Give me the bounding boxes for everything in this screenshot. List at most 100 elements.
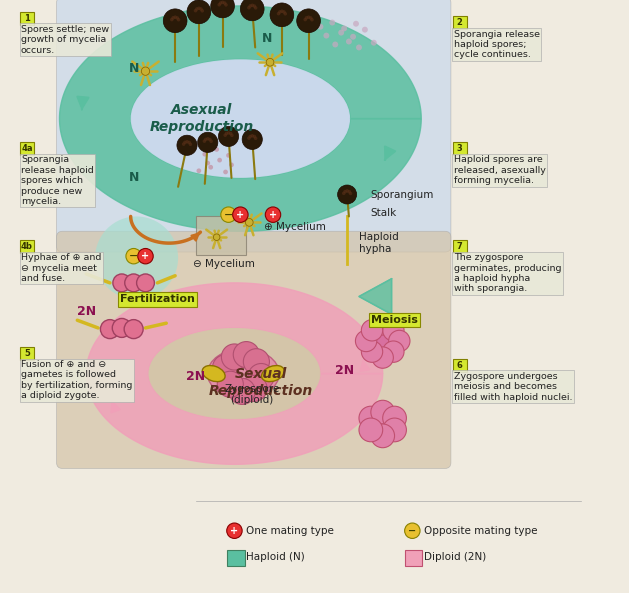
Circle shape <box>201 9 204 12</box>
Circle shape <box>195 7 199 11</box>
Circle shape <box>342 192 345 195</box>
FancyBboxPatch shape <box>405 550 423 566</box>
Circle shape <box>226 153 231 158</box>
Text: N: N <box>128 171 139 184</box>
Circle shape <box>371 40 377 46</box>
FancyBboxPatch shape <box>227 550 245 566</box>
Text: 2N: 2N <box>335 364 353 377</box>
Circle shape <box>371 424 394 448</box>
Circle shape <box>229 162 234 167</box>
Circle shape <box>211 0 235 18</box>
Circle shape <box>213 234 220 241</box>
Circle shape <box>284 12 287 15</box>
Text: Haploid spores are
released, asexually
forming mycelia.: Haploid spores are released, asexually f… <box>454 155 546 185</box>
Circle shape <box>206 161 210 165</box>
FancyBboxPatch shape <box>453 359 467 372</box>
Text: Sexual
Reproduction: Sexual Reproduction <box>209 368 313 397</box>
Circle shape <box>248 135 252 138</box>
Circle shape <box>348 192 352 195</box>
Circle shape <box>338 30 344 36</box>
FancyBboxPatch shape <box>57 231 451 468</box>
Ellipse shape <box>208 349 279 398</box>
Text: One mating type: One mating type <box>247 526 334 535</box>
Circle shape <box>223 170 228 174</box>
Circle shape <box>250 134 254 138</box>
Circle shape <box>183 141 187 144</box>
Text: ⊕ Mycelium: ⊕ Mycelium <box>264 222 326 231</box>
Circle shape <box>341 25 347 31</box>
Text: Sporangium: Sporangium <box>371 190 434 199</box>
Circle shape <box>177 18 181 21</box>
Text: 2N: 2N <box>186 370 206 383</box>
Text: 1: 1 <box>24 14 30 23</box>
Circle shape <box>361 341 382 362</box>
Polygon shape <box>60 6 421 231</box>
Circle shape <box>240 0 264 21</box>
FancyBboxPatch shape <box>453 16 467 29</box>
Circle shape <box>280 9 284 13</box>
Circle shape <box>221 344 247 370</box>
Circle shape <box>371 400 394 424</box>
Circle shape <box>270 3 294 27</box>
Circle shape <box>343 190 347 193</box>
Circle shape <box>213 355 238 381</box>
Text: Fertilization: Fertilization <box>120 295 195 304</box>
Text: +: + <box>269 210 277 219</box>
Circle shape <box>346 39 352 44</box>
Text: +: + <box>230 526 238 535</box>
Text: Stalk: Stalk <box>371 209 397 218</box>
Text: Opposite mating type: Opposite mating type <box>424 526 538 535</box>
Circle shape <box>233 207 248 222</box>
Text: −: − <box>224 210 233 219</box>
Circle shape <box>204 138 208 141</box>
Circle shape <box>361 320 382 341</box>
Ellipse shape <box>131 59 350 178</box>
FancyBboxPatch shape <box>453 240 467 253</box>
Circle shape <box>230 133 234 137</box>
Circle shape <box>203 139 206 143</box>
Text: N: N <box>262 32 272 45</box>
Circle shape <box>225 132 228 135</box>
Circle shape <box>404 523 420 538</box>
Circle shape <box>229 378 255 404</box>
FancyBboxPatch shape <box>57 0 451 252</box>
Circle shape <box>126 248 142 264</box>
Text: Meiosis: Meiosis <box>371 315 418 325</box>
Text: −: − <box>408 526 416 535</box>
Circle shape <box>389 330 410 352</box>
Circle shape <box>221 1 225 4</box>
Circle shape <box>224 3 228 7</box>
Circle shape <box>223 1 226 5</box>
Circle shape <box>265 207 281 222</box>
Circle shape <box>247 6 251 9</box>
Circle shape <box>194 9 198 12</box>
Circle shape <box>266 58 274 66</box>
Circle shape <box>250 4 254 7</box>
Circle shape <box>101 320 120 339</box>
Circle shape <box>197 7 201 10</box>
Circle shape <box>175 16 179 20</box>
Polygon shape <box>359 279 392 314</box>
Circle shape <box>241 375 267 401</box>
Circle shape <box>177 135 197 155</box>
Circle shape <box>189 142 192 146</box>
Circle shape <box>382 341 404 362</box>
Text: Spores settle; new
growth of mycelia
occurs.: Spores settle; new growth of mycelia occ… <box>21 25 109 55</box>
Circle shape <box>218 3 221 7</box>
Circle shape <box>219 1 222 5</box>
Circle shape <box>243 349 269 375</box>
Circle shape <box>332 42 338 47</box>
Circle shape <box>372 347 393 368</box>
Circle shape <box>124 320 143 339</box>
Circle shape <box>371 329 394 353</box>
Circle shape <box>245 219 253 226</box>
Text: Diploid (2N): Diploid (2N) <box>424 553 486 562</box>
Circle shape <box>208 165 213 170</box>
Circle shape <box>254 6 257 9</box>
Circle shape <box>356 44 362 50</box>
Circle shape <box>359 418 382 442</box>
Circle shape <box>208 138 212 141</box>
Text: Fusion of ⊕ and ⊖
gametes is followed
by fertilization, forming
a diploid zygote: Fusion of ⊕ and ⊖ gametes is followed by… <box>21 360 132 400</box>
Text: +: + <box>237 210 245 219</box>
Circle shape <box>382 418 406 442</box>
